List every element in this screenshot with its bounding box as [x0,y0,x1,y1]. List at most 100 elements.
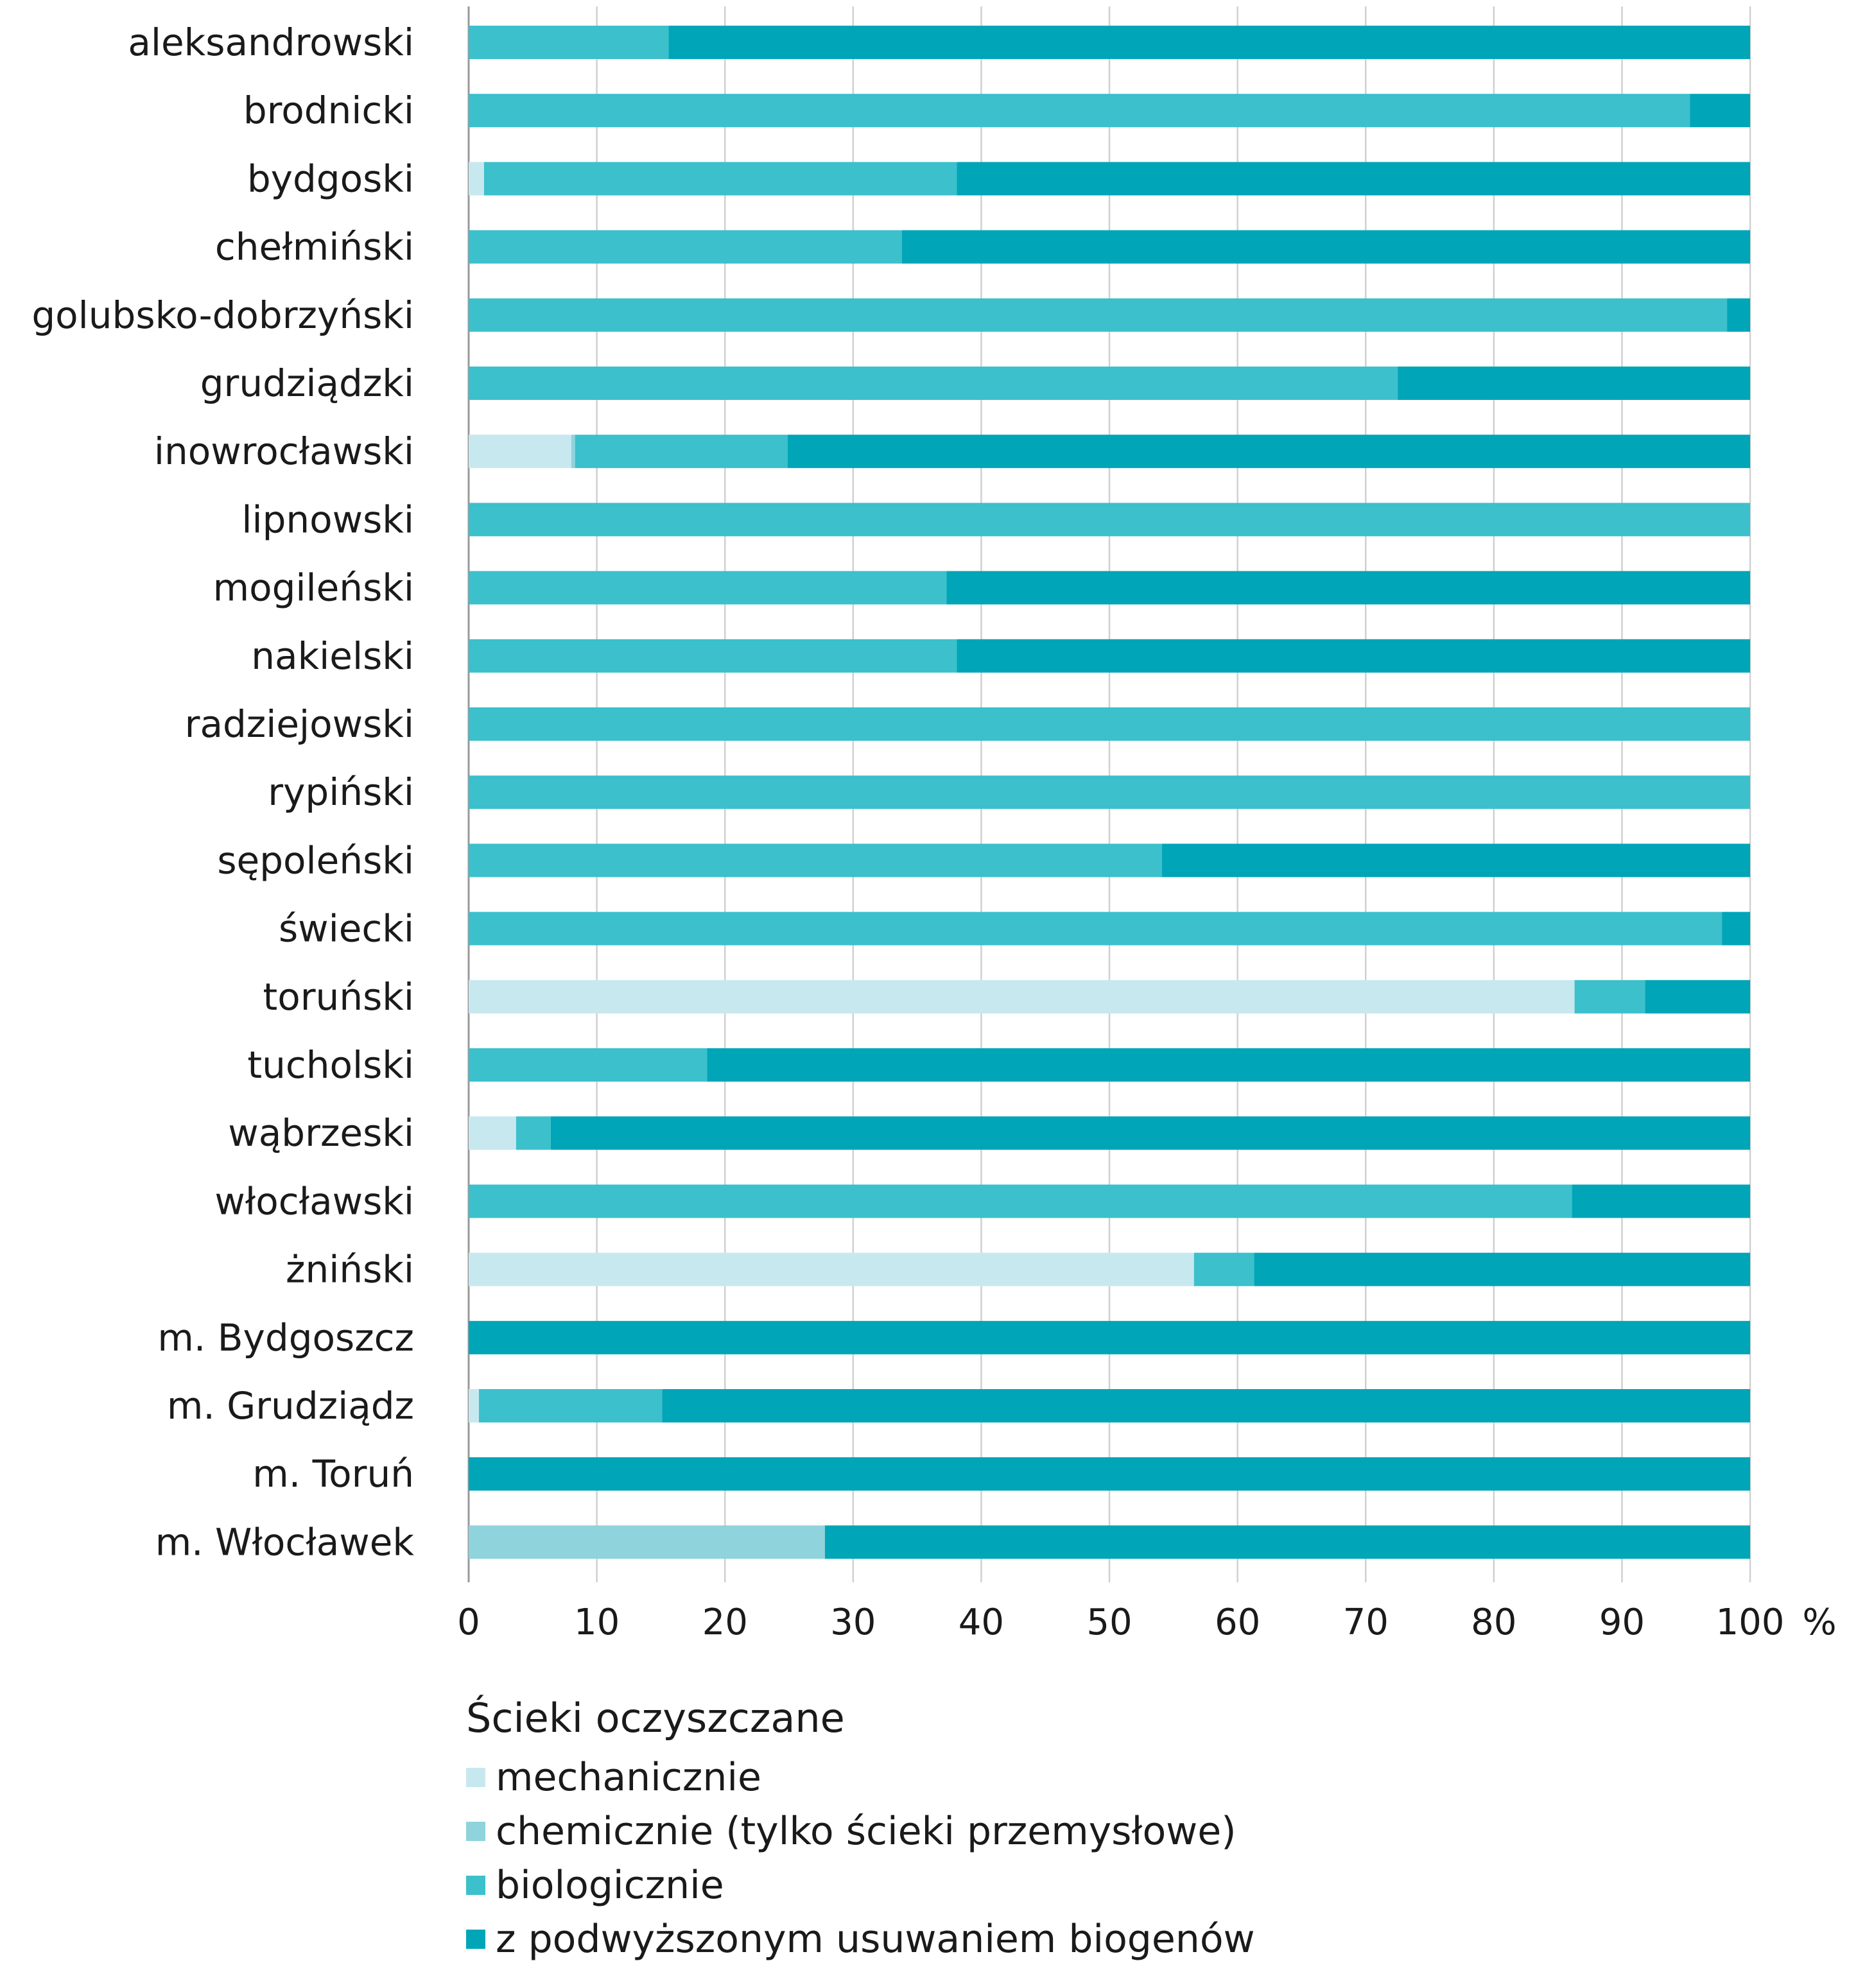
category-label: sępoleński [217,838,414,882]
bar-segment-s2 [469,367,1398,400]
bar-segment-s3 [1254,1253,1750,1286]
bar-segment-s2 [469,843,1162,877]
bar-segment-s3 [947,571,1750,605]
bar-segment-s2 [469,912,1722,946]
category-label: m. Toruń [252,1452,414,1496]
x-tick-label: 50 [1086,1602,1132,1643]
category-label: lipnowski [241,497,414,541]
category-label: toruński [263,975,414,1019]
bar-segment-s3 [1690,94,1750,127]
bar-segment-s0 [469,435,571,468]
category-label: m. Włocławek [155,1520,415,1564]
bar-segment-s2 [469,94,1690,127]
legend-items: mechanicznie chemicznie (tylko ścieki prz… [466,1750,1255,1966]
bar-segment-s1 [469,1525,825,1559]
legend-swatch [466,1822,485,1841]
bar-segment-s3 [662,1389,1750,1422]
x-tick-label: 70 [1343,1602,1389,1643]
category-label: mogileński [213,566,414,610]
legend: Ścieki oczyszczane mechanicznie chemiczni… [466,1695,1255,1966]
bar-segment-s2 [479,1389,662,1422]
category-label: rypiński [268,770,414,814]
x-axis-ticks: 0 10 20 30 40 50 60 70 80 90 100 [457,1602,1784,1643]
bar-segment-s3 [1398,367,1750,400]
bar-segment-s3 [707,1048,1750,1082]
legend-swatch [466,1768,485,1787]
legend-item-s1: chemicznie (tylko ścieki przemysłowe) [466,1804,1255,1858]
bar-segment-s2 [469,503,1750,536]
bar-segment-s2 [575,435,788,468]
legend-label: mechanicznie [496,1755,761,1800]
category-label: nakielski [251,634,414,678]
bar-segment-s3 [1162,843,1750,877]
bar-segment-s3 [902,230,1750,264]
x-tick-label: 90 [1599,1602,1645,1643]
category-label: radziejowski [185,702,414,746]
category-label: grudziądzki [200,361,414,405]
x-tick-label: 20 [702,1602,748,1643]
legend-item-s3: z podwyższonym usuwaniem biogenów [466,1912,1255,1966]
category-label: wąbrzeski [228,1111,414,1155]
x-tick-label: 40 [959,1602,1004,1643]
bar-segment-s3 [1722,912,1750,946]
category-label: inowrocławski [154,429,414,473]
bar-segment-s2 [469,1184,1572,1218]
bar-segment-s2 [469,26,668,59]
bar-segment-s3 [825,1525,1750,1559]
legend-item-s0: mechanicznie [466,1750,1255,1804]
bar-segment-s2 [469,298,1727,332]
bar-segment-s2 [1194,1253,1254,1286]
category-label: chełmiński [215,225,414,269]
bar-segment-s2 [469,639,957,673]
bar-segment-s0 [469,1389,479,1422]
stacked-bar-chart: aleksandrowski brodnicki bydgoski chełmińsk… [0,0,1849,1682]
legend-swatch [466,1930,485,1949]
bar-segment-s2 [469,1048,707,1082]
legend-item-s2: biologicznie [466,1858,1255,1912]
category-label: brodnicki [243,89,414,132]
legend-label: z podwyższonym usuwaniem biogenów [496,1917,1255,1962]
bar-segment-s3 [957,162,1750,195]
legend-title: Ścieki oczyszczane [466,1695,1255,1742]
bar-segment-s2 [469,571,947,605]
x-tick-label: 60 [1215,1602,1260,1643]
category-label: świecki [279,907,414,951]
bar-segment-s2 [469,707,1750,741]
bar-segment-s3 [469,1321,1750,1354]
category-label: aleksandrowski [128,21,414,64]
category-label: m. Bydgoszcz [157,1316,414,1360]
bar-segment-s2 [1575,980,1645,1014]
bar-segment-s3 [1645,980,1750,1014]
x-tick-label: 10 [574,1602,620,1643]
category-label: golubsko-dobrzyński [31,293,414,337]
bar-segment-s0 [469,162,484,195]
legend-swatch [466,1876,485,1895]
category-label: m. Grudziądz [167,1384,414,1428]
bar-segment-s3 [957,639,1750,673]
category-label: bydgoski [247,157,414,200]
bar-segment-s0 [469,1116,516,1150]
x-tick-label: 0 [457,1602,480,1643]
x-tick-label: 80 [1471,1602,1516,1643]
bar-segment-s2 [469,230,902,264]
category-label: włocławski [214,1179,414,1223]
bar-segment-s3 [469,1457,1750,1491]
bar-segment-s3 [1572,1184,1750,1218]
category-label: żniński [286,1248,414,1292]
bars [469,26,1750,1559]
category-label: tucholski [247,1043,414,1087]
bar-segment-s0 [469,1253,1194,1286]
unit-label: % [1802,1602,1836,1643]
x-tick-label: 100 [1716,1602,1785,1643]
bar-segment-s3 [668,26,1750,59]
bar-segment-s0 [469,980,1575,1014]
bar-segment-s3 [551,1116,1750,1150]
legend-label: chemicznie (tylko ścieki przemysłowe) [496,1809,1237,1854]
x-tick-label: 30 [830,1602,876,1643]
bar-segment-s2 [484,162,957,195]
legend-label: biologicznie [496,1863,724,1908]
bar-segment-s3 [788,435,1750,468]
category-labels: aleksandrowski brodnicki bydgoski chełmińsk… [31,21,414,1564]
bar-segment-s3 [1727,298,1750,332]
bar-segment-s2 [469,775,1750,809]
